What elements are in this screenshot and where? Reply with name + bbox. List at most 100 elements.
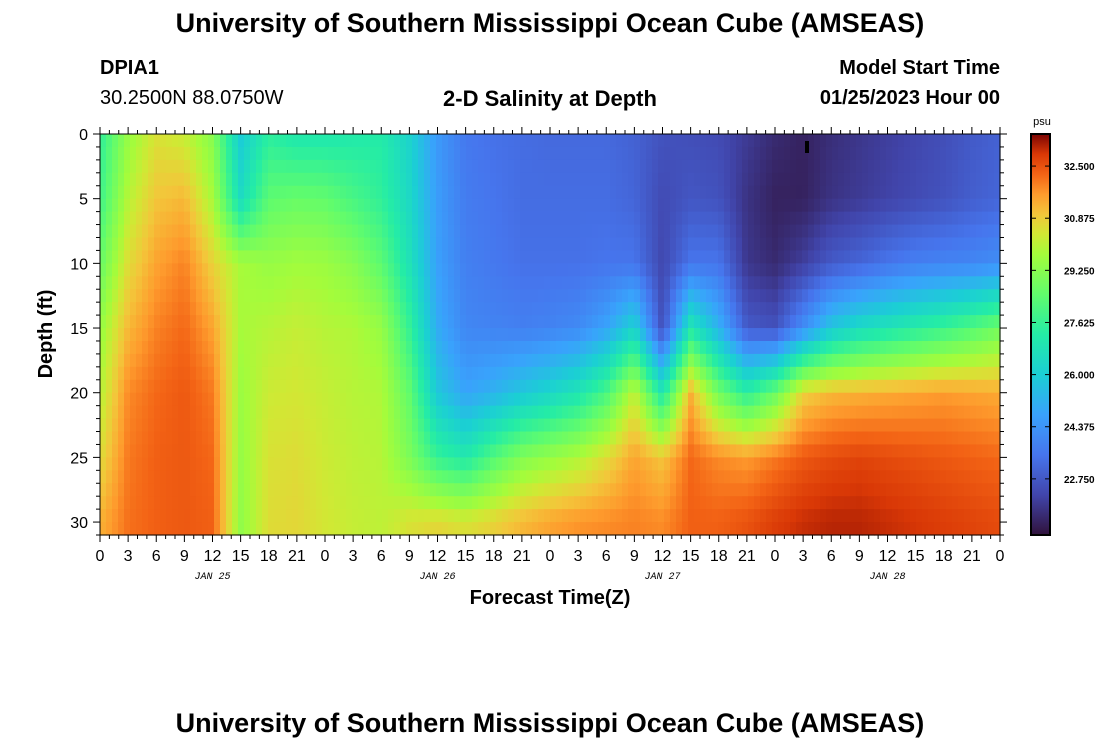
current-time-marker	[805, 141, 809, 153]
heatmap-cell	[112, 418, 119, 433]
heatmap-cell	[436, 470, 443, 484]
heatmap-cell	[790, 224, 797, 239]
heatmap-cell	[340, 250, 347, 264]
heatmap-cell	[100, 224, 107, 239]
heatmap-cell	[388, 483, 395, 497]
heatmap-cell	[628, 315, 635, 329]
heatmap-cell	[364, 509, 371, 523]
heatmap-cell	[730, 418, 737, 433]
heatmap-cell	[616, 185, 623, 200]
heatmap-cell	[334, 134, 341, 148]
heatmap-cell	[868, 250, 875, 264]
heatmap-cell	[946, 444, 953, 458]
heatmap-cell	[628, 496, 635, 510]
heatmap-cell	[916, 418, 923, 433]
heatmap-cell	[490, 211, 497, 226]
heatmap-cell	[544, 302, 551, 316]
heatmap-cell	[376, 134, 383, 148]
heatmap-cell	[124, 250, 131, 264]
heatmap-cell	[682, 146, 689, 161]
heatmap-cell	[742, 431, 749, 446]
heatmap-cell	[172, 172, 179, 187]
heatmap-cell	[964, 328, 971, 342]
heatmap-cell	[412, 250, 419, 264]
heatmap-cell	[940, 522, 947, 536]
heatmap-cell	[724, 146, 731, 161]
heatmap-cell	[526, 353, 533, 368]
heatmap-cell	[112, 211, 119, 226]
heatmap-cell	[262, 340, 269, 355]
heatmap-cell	[526, 392, 533, 407]
heatmap-cell	[970, 172, 977, 187]
heatmap-cell	[616, 224, 623, 239]
heatmap-cell	[160, 134, 167, 148]
heatmap-cell	[460, 146, 467, 161]
heatmap-cell	[550, 224, 557, 239]
heatmap-cell	[700, 444, 707, 458]
heatmap-cell	[580, 276, 587, 290]
heatmap-cell	[802, 146, 809, 161]
heatmap-cell	[478, 509, 485, 523]
heatmap-cell	[556, 418, 563, 433]
heatmap-cell	[814, 198, 821, 213]
heatmap-cell	[340, 315, 347, 329]
heatmap-cell	[976, 224, 983, 239]
heatmap-cell	[592, 134, 599, 148]
heatmap-cell	[412, 470, 419, 484]
heatmap-cell	[118, 276, 125, 290]
heatmap-cell	[418, 366, 425, 381]
heatmap-cell	[778, 470, 785, 484]
heatmap-cell	[100, 263, 107, 277]
heatmap-cell	[790, 159, 797, 174]
heatmap-cell	[172, 431, 179, 446]
heatmap-cell	[376, 224, 383, 239]
heatmap-cell	[874, 340, 881, 355]
heatmap-cell	[262, 198, 269, 213]
heatmap-cell	[184, 470, 191, 484]
heatmap-cell	[112, 134, 119, 148]
heatmap-cell	[286, 198, 293, 213]
heatmap-cell	[256, 250, 263, 264]
x-tick-label: 3	[124, 548, 133, 565]
colorbar-label: 27.625	[1064, 318, 1095, 329]
x-tick-label: 0	[771, 548, 780, 565]
heatmap-cell	[586, 353, 593, 368]
heatmap-cell	[112, 431, 119, 446]
heatmap-cell	[664, 250, 671, 264]
heatmap-cell	[808, 405, 815, 420]
heatmap-cell	[556, 457, 563, 471]
heatmap-cell	[646, 392, 653, 407]
heatmap-cell	[694, 483, 701, 497]
heatmap-cell	[712, 211, 719, 226]
heatmap-cell	[544, 237, 551, 252]
heatmap-cell	[652, 379, 659, 394]
heatmap-cell	[658, 185, 665, 200]
heatmap-cell	[754, 444, 761, 458]
heatmap-cell	[634, 134, 641, 148]
heatmap-cell	[634, 340, 641, 355]
heatmap-cell	[838, 418, 845, 433]
heatmap-cell	[796, 289, 803, 303]
heatmap-cell	[322, 315, 329, 329]
heatmap-cell	[802, 276, 809, 290]
heatmap-cell	[562, 431, 569, 446]
heatmap-cell	[856, 418, 863, 433]
heatmap-cell	[940, 134, 947, 148]
heatmap-cell	[874, 444, 881, 458]
heatmap-cell	[100, 392, 107, 407]
heatmap-cell	[388, 418, 395, 433]
heatmap-cell	[202, 237, 209, 252]
heatmap-cell	[430, 328, 437, 342]
heatmap-cell	[778, 185, 785, 200]
heatmap-cell	[472, 418, 479, 433]
heatmap-cell	[808, 328, 815, 342]
heatmap-cell	[910, 483, 917, 497]
heatmap-cell	[580, 340, 587, 355]
heatmap-cell	[478, 431, 485, 446]
heatmap-cell	[508, 263, 515, 277]
heatmap-cell	[220, 457, 227, 471]
heatmap-cell	[190, 522, 197, 536]
heatmap-cell	[460, 185, 467, 200]
heatmap-cell	[412, 405, 419, 420]
